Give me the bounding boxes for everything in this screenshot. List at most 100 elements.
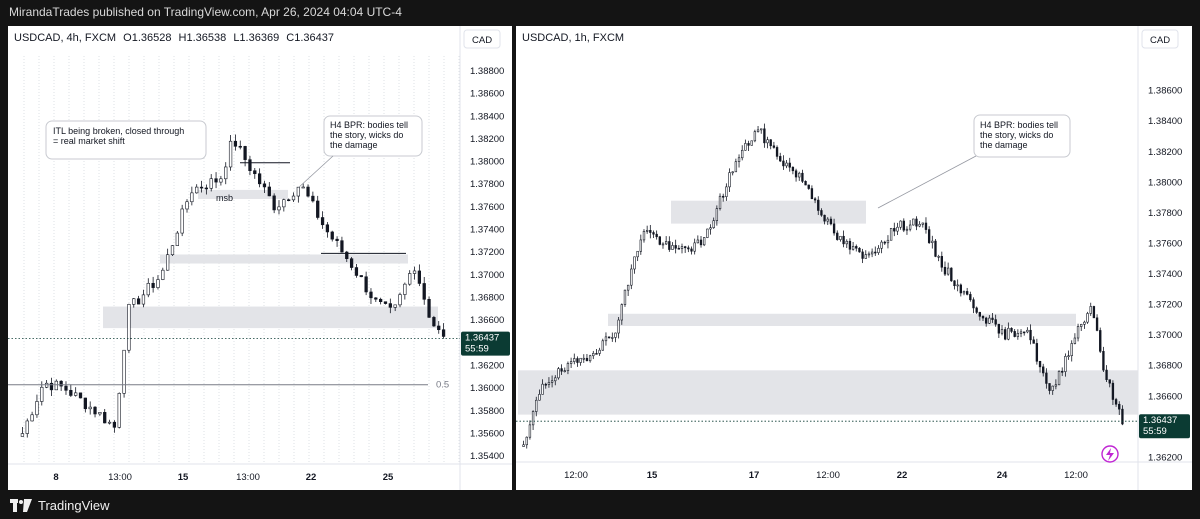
candle-body [997, 323, 1001, 334]
candle [1042, 363, 1045, 377]
candle-body [437, 325, 441, 331]
candle-body [950, 267, 953, 282]
candle-body [141, 294, 146, 305]
candle [696, 235, 700, 244]
candle-body [687, 247, 690, 250]
candle-body [340, 240, 344, 253]
candle [807, 184, 810, 190]
callout-box [323, 115, 423, 157]
candle [1029, 324, 1032, 345]
candle-body [607, 336, 611, 339]
candle-body [1057, 370, 1061, 386]
candle [604, 332, 608, 346]
candle [709, 224, 712, 235]
chart-1h-canvas[interactable]: 1.38600 1.38400 1.38200 1.38000 1.37800 1.376… [516, 26, 1192, 490]
candle-body [412, 270, 417, 274]
candle-body [801, 172, 804, 182]
candle-body [988, 317, 991, 324]
candle [1111, 380, 1115, 405]
candle-body [623, 289, 627, 305]
candle-body [35, 401, 39, 416]
candle-body [823, 214, 826, 222]
candle-body [582, 357, 585, 360]
candle [1095, 314, 1099, 332]
candle-body [874, 251, 877, 254]
candle-body [690, 248, 693, 252]
candle [931, 235, 934, 249]
candle-body [282, 199, 286, 208]
candle-body [924, 222, 928, 230]
candle-body [335, 238, 339, 241]
price-tick-label: 1.35600 [470, 428, 504, 439]
candle-body [1000, 329, 1004, 334]
candle-body [684, 246, 687, 249]
candle [703, 237, 706, 247]
candle [636, 250, 639, 262]
candle-body [248, 159, 252, 172]
candle [141, 289, 146, 308]
price-zone [608, 313, 1076, 326]
candle [243, 145, 247, 167]
candle-body [427, 299, 431, 318]
candle-body [359, 275, 363, 278]
candle [233, 134, 238, 151]
price-tick-label: 1.37600 [470, 202, 504, 213]
chart-panel-1h[interactable]: 1.38600 1.38400 1.38200 1.38000 1.37800 1.376… [516, 26, 1192, 490]
candle-body [617, 319, 620, 334]
candle-body [1035, 343, 1039, 362]
candle-body [441, 329, 446, 337]
candle [775, 145, 779, 160]
candle-body [170, 245, 175, 256]
candle-body [78, 392, 83, 399]
candle-body [156, 279, 160, 288]
tradingview-logo[interactable]: TradingView [10, 498, 110, 513]
price-tick-label: 1.37200 [1148, 300, 1182, 311]
candle [554, 375, 557, 386]
candle-body [972, 299, 975, 309]
candle [924, 217, 928, 234]
candle [994, 314, 997, 327]
candle [525, 436, 528, 449]
candle [1048, 383, 1051, 395]
candle-body [117, 393, 121, 428]
candle-body [867, 253, 871, 256]
candle-body [598, 349, 601, 354]
candle-body [858, 247, 861, 253]
flash-icon [1101, 445, 1119, 463]
price-tick-label: 1.38400 [470, 111, 504, 122]
candle [330, 230, 334, 242]
callout-pointer [297, 155, 334, 189]
candle [1054, 379, 1058, 390]
candle [301, 183, 305, 189]
candle [937, 254, 940, 262]
candle-body [379, 298, 383, 303]
candle-body [59, 380, 63, 387]
chart-panel-4h[interactable]: 1.38800 1.38600 1.38400 1.38200 1.38000 1.378… [8, 26, 512, 490]
candle [175, 230, 179, 246]
candle [826, 217, 829, 225]
candle [272, 193, 276, 214]
candle [645, 225, 649, 234]
candle [248, 155, 252, 176]
candle-body [238, 145, 242, 148]
candle [541, 379, 544, 395]
candle [839, 235, 842, 242]
candle-body [889, 228, 893, 241]
candle-body [886, 239, 890, 244]
candle [658, 236, 661, 246]
candle [861, 248, 864, 264]
candle [753, 129, 757, 143]
candle-body [224, 166, 228, 180]
candle-body [655, 233, 658, 238]
price-tick-label: 1.37400 [1148, 269, 1182, 280]
countdown-value: 55:59 [465, 344, 489, 355]
publisher-bar: MirandaTrades published on TradingView.c… [0, 0, 1200, 24]
candle-body [712, 220, 715, 228]
candle [601, 338, 604, 351]
candle-body [731, 171, 734, 174]
candle [845, 239, 848, 248]
time-tick-label: 12:00 [1064, 470, 1088, 481]
candle-body [794, 170, 798, 178]
chart-4h-canvas[interactable]: 1.38800 1.38600 1.38400 1.38200 1.38000 1.378… [8, 26, 512, 490]
candle [388, 298, 392, 314]
